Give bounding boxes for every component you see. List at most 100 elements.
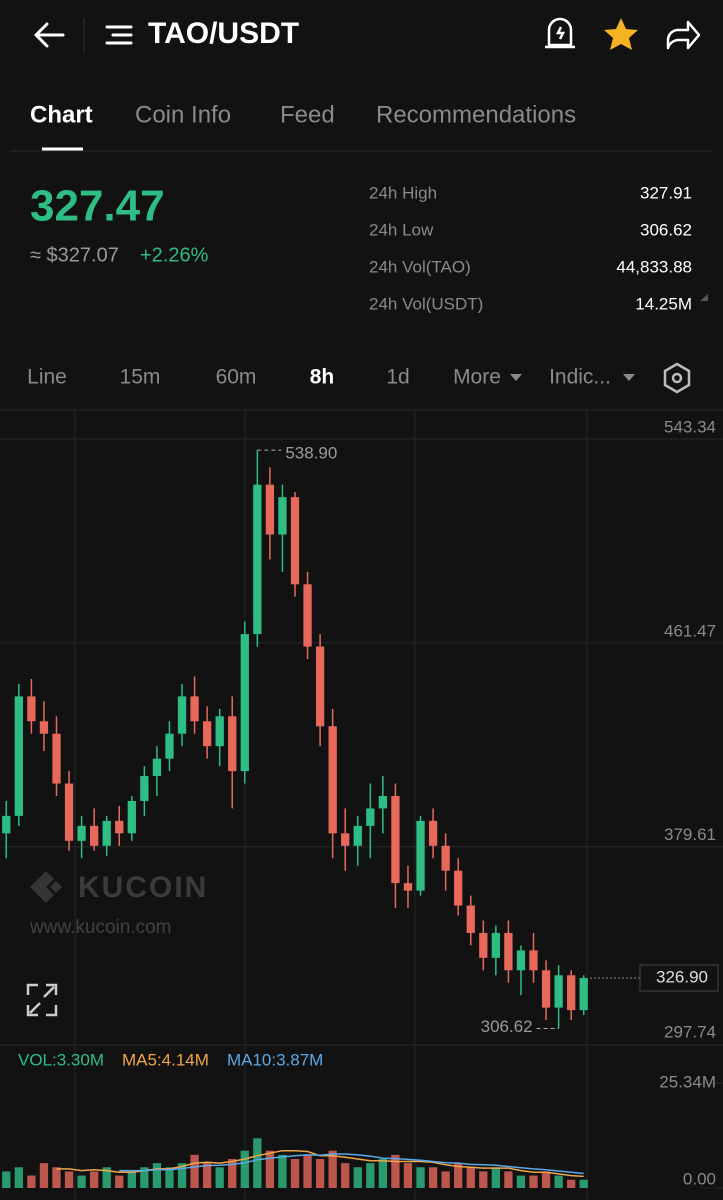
volume-bar bbox=[2, 1171, 11, 1188]
indicator-caret bbox=[623, 374, 635, 381]
volume-bar bbox=[52, 1167, 61, 1188]
pair-menu-icon[interactable] bbox=[105, 25, 133, 45]
candle-body bbox=[466, 905, 475, 933]
stats-corner bbox=[700, 294, 708, 301]
candle-body bbox=[541, 970, 551, 1008]
volume-legend: MA10:3.87M bbox=[227, 1050, 323, 1069]
alert-icon[interactable] bbox=[545, 17, 575, 49]
volume-bar bbox=[529, 1175, 538, 1188]
volume-bar bbox=[567, 1179, 576, 1188]
more-caret bbox=[510, 374, 522, 381]
candle-body bbox=[27, 696, 36, 722]
watermark-brand: KUCOIN bbox=[78, 871, 208, 904]
volume-bar bbox=[290, 1158, 300, 1188]
volume-bar bbox=[353, 1167, 362, 1188]
candle-body bbox=[341, 833, 350, 846]
interval-option[interactable]: Line bbox=[27, 366, 67, 389]
tab[interactable]: Recommendations bbox=[376, 101, 576, 128]
pair-title[interactable]: TAO/USDT bbox=[148, 17, 299, 50]
candle-body bbox=[190, 696, 199, 722]
candle-body bbox=[554, 975, 563, 1008]
candle-body bbox=[328, 726, 337, 834]
candle-body bbox=[140, 776, 149, 801]
candle-body bbox=[303, 584, 312, 647]
volume-bar bbox=[491, 1167, 500, 1188]
candle-body bbox=[353, 825, 362, 846]
volume-bar bbox=[64, 1171, 74, 1188]
volume-bar bbox=[278, 1154, 287, 1188]
volume-bar bbox=[315, 1158, 325, 1188]
stat-value: 306.62 bbox=[640, 220, 692, 239]
stat-label: 24h Vol(TAO) bbox=[369, 257, 471, 276]
volume-bar bbox=[140, 1167, 149, 1188]
last-price: 327.47 bbox=[30, 182, 165, 231]
volume-bar bbox=[416, 1167, 425, 1188]
interval-option[interactable]: Indic... bbox=[549, 366, 611, 389]
last-price-box bbox=[639, 964, 719, 992]
volume-bar bbox=[403, 1163, 413, 1188]
volume-bar bbox=[39, 1163, 49, 1188]
usd-price: ≈ $327.07 bbox=[30, 244, 119, 266]
candle-body bbox=[428, 820, 438, 846]
volume-bar bbox=[14, 1167, 23, 1188]
volume-bar bbox=[479, 1171, 488, 1188]
volume-bar bbox=[466, 1167, 475, 1188]
candle-body bbox=[403, 883, 413, 891]
candle-body bbox=[52, 733, 61, 784]
price-change: +2.26% bbox=[140, 244, 209, 266]
volume-bar bbox=[115, 1175, 124, 1188]
candle-body bbox=[14, 696, 23, 816]
candle-body bbox=[253, 484, 262, 635]
fullscreen-icon[interactable] bbox=[26, 983, 58, 1017]
volume-bar bbox=[454, 1163, 463, 1188]
candle-body bbox=[215, 716, 224, 747]
volume-legend: MA5:4.14M bbox=[122, 1050, 209, 1069]
settings-icon[interactable] bbox=[663, 362, 691, 394]
volume-bar bbox=[504, 1171, 513, 1188]
tab[interactable]: Coin Info bbox=[135, 101, 231, 128]
favorite-star[interactable] bbox=[604, 18, 638, 50]
candle-body bbox=[315, 646, 325, 727]
volume-bar bbox=[428, 1167, 438, 1188]
volume-bar bbox=[541, 1171, 551, 1188]
volume-bar bbox=[341, 1163, 350, 1188]
tab[interactable]: Chart bbox=[30, 101, 93, 128]
stat-value: 44,833.88 bbox=[616, 257, 692, 276]
low-label: 306.62 bbox=[481, 1017, 533, 1036]
candle-body bbox=[579, 978, 588, 1011]
candle-body bbox=[479, 932, 488, 958]
volume-bar bbox=[77, 1175, 86, 1188]
volume-bar bbox=[516, 1175, 526, 1188]
volume-bar bbox=[202, 1163, 212, 1188]
interval-option[interactable]: 1d bbox=[386, 366, 409, 389]
candle-body bbox=[491, 932, 500, 958]
interval-option[interactable]: 8h bbox=[310, 366, 335, 389]
candle-body bbox=[504, 932, 513, 971]
volume-bar bbox=[177, 1163, 187, 1188]
candle-body bbox=[378, 795, 388, 809]
candle-body bbox=[454, 870, 463, 906]
stat-label: 24h Low bbox=[369, 220, 434, 239]
candle-body bbox=[152, 758, 162, 777]
candle-body bbox=[64, 783, 74, 841]
interval-option[interactable]: More bbox=[453, 366, 501, 389]
last-price-label: 326.90 bbox=[656, 967, 708, 986]
volume-bar bbox=[228, 1158, 237, 1188]
candle-body bbox=[177, 696, 187, 734]
share-icon[interactable] bbox=[666, 20, 701, 50]
interval-option[interactable]: 15m bbox=[120, 366, 161, 389]
volume-bar bbox=[215, 1167, 224, 1188]
back-button[interactable] bbox=[34, 22, 65, 48]
volume-bar bbox=[265, 1150, 275, 1188]
candle-body bbox=[366, 808, 375, 826]
stat-label: 24h High bbox=[369, 183, 437, 202]
candle-body bbox=[90, 825, 99, 846]
tab[interactable]: Feed bbox=[280, 101, 335, 128]
ma-line bbox=[119, 1153, 584, 1175]
candle-body bbox=[39, 721, 49, 734]
volume-bar bbox=[190, 1154, 199, 1188]
watermark: KUCOIN www.kucoin.com bbox=[29, 871, 208, 938]
interval-option[interactable]: 60m bbox=[216, 366, 257, 389]
